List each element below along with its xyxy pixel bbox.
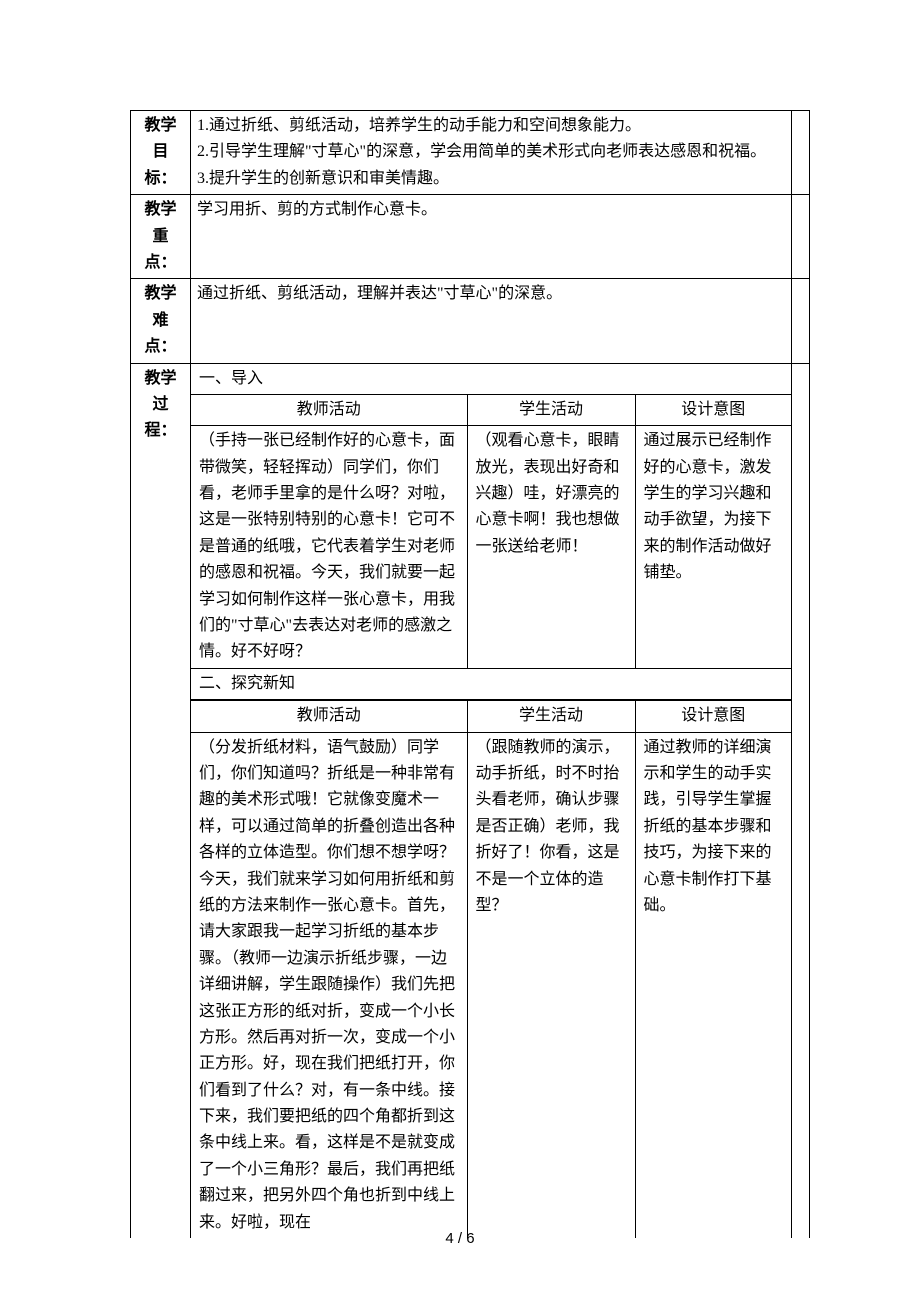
section1-table: 教师活动 学生活动 设计意图 （手持一张已经制作好的心意卡，面带微笑，轻轻挥动）…	[191, 395, 791, 668]
hdr-intent: 设计意图	[635, 395, 791, 426]
row-process: 教学过程： 一、导入 教师活动 学生活动 设计意图 （手持一张已经制作好的心意卡…	[131, 363, 810, 1238]
margin-cell	[792, 195, 810, 279]
hdr-intent-2: 设计意图	[635, 701, 791, 732]
process-label: 教学过程：	[131, 363, 191, 1238]
s1-intent: 通过展示已经制作好的心意卡，激发学生的学习兴趣和动手欲望，为接下来的制作活动做好…	[635, 426, 791, 668]
row-difficulty: 教学难点： 通过折纸、剪纸活动，理解并表达"寸草心"的深意。	[131, 279, 810, 363]
key-content: 学习用折、剪的方式制作心意卡。	[191, 195, 792, 279]
goal-label: 教学目标：	[131, 111, 191, 195]
hdr-student-2: 学生活动	[467, 701, 635, 732]
document-page: 教学目标： 1.通过折纸、剪纸活动，培养学生的动手能力和空间想象能力。 2.引导…	[0, 0, 920, 1302]
margin-cell	[792, 363, 810, 1238]
section1-body-row: （手持一张已经制作好的心意卡，面带微笑，轻轻挥动）同学们，你们看，老师手里拿的是…	[191, 426, 791, 668]
section2-table: 教师活动 学生活动 设计意图 （分发折纸材料，语气鼓励）同学们，你们知道吗？折纸…	[191, 700, 791, 1238]
s2-student: （跟随教师的演示，动手折纸，时不时抬头看老师，确认步骤是否正确）老师，我折好了！…	[467, 732, 635, 1238]
s1-teacher: （手持一张已经制作好的心意卡，面带微笑，轻轻挥动）同学们，你们看，老师手里拿的是…	[191, 426, 467, 668]
goal-content: 1.通过折纸、剪纸活动，培养学生的动手能力和空间想象能力。 2.引导学生理解"寸…	[191, 111, 792, 195]
row-goal: 教学目标： 1.通过折纸、剪纸活动，培养学生的动手能力和空间想象能力。 2.引导…	[131, 111, 810, 195]
section1-header-row: 教师活动 学生活动 设计意图	[191, 395, 791, 426]
key-label: 教学重点：	[131, 195, 191, 279]
section2-header-row: 教师活动 学生活动 设计意图	[191, 701, 791, 732]
hdr-student: 学生活动	[467, 395, 635, 426]
difficulty-content: 通过折纸、剪纸活动，理解并表达"寸草心"的深意。	[191, 279, 792, 363]
difficulty-label: 教学难点：	[131, 279, 191, 363]
hdr-teacher: 教师活动	[191, 395, 467, 426]
process-content: 一、导入 教师活动 学生活动 设计意图 （手持一张已经制作好的心意卡，面带微笑，…	[191, 363, 792, 1238]
section1-title: 一、导入	[191, 364, 791, 395]
s2-intent: 通过教师的详细演示和学生的动手实践，引导学生掌握折纸的基本步骤和技巧，为接下来的…	[635, 732, 791, 1238]
s2-teacher: （分发折纸材料，语气鼓励）同学们，你们知道吗？折纸是一种非常有趣的美术形式哦！它…	[191, 732, 467, 1238]
hdr-teacher-2: 教师活动	[191, 701, 467, 732]
row-key: 教学重点： 学习用折、剪的方式制作心意卡。	[131, 195, 810, 279]
margin-cell	[792, 279, 810, 363]
section2-title: 二、探究新知	[191, 668, 791, 700]
section2-body-row: （分发折纸材料，语气鼓励）同学们，你们知道吗？折纸是一种非常有趣的美术形式哦！它…	[191, 732, 791, 1238]
page-number: 4 / 6	[0, 1230, 920, 1247]
lesson-plan-table: 教学目标： 1.通过折纸、剪纸活动，培养学生的动手能力和空间想象能力。 2.引导…	[130, 110, 810, 1238]
s1-student: （观看心意卡，眼睛放光，表现出好奇和兴趣）哇，好漂亮的心意卡啊！我也想做一张送给…	[467, 426, 635, 668]
margin-cell	[792, 111, 810, 195]
